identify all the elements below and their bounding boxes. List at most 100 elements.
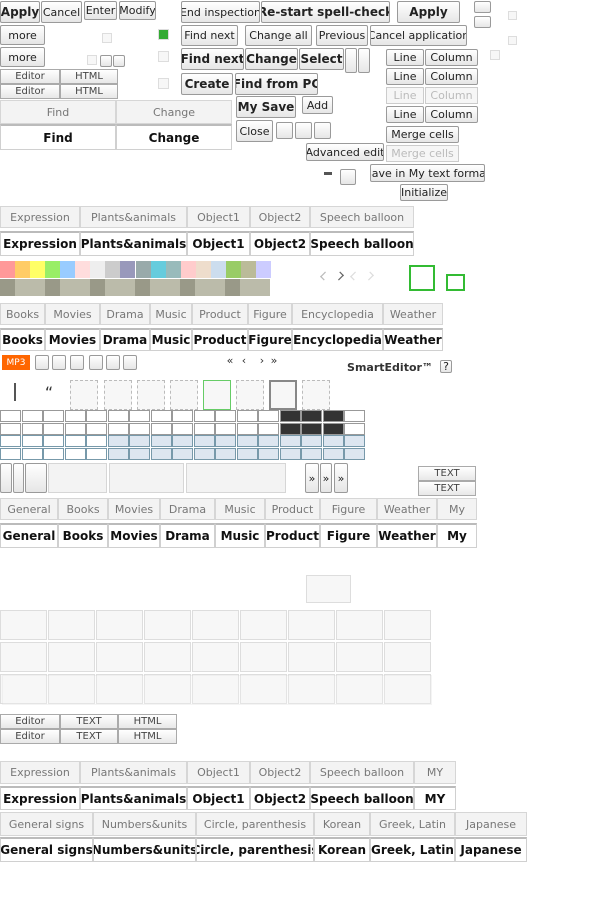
mode-tab[interactable]: HTML (118, 714, 177, 729)
tab[interactable]: Books (0, 303, 45, 325)
button[interactable]: Close (236, 120, 273, 142)
tab[interactable]: MY (414, 761, 456, 784)
pager[interactable]: ‹ (241, 353, 247, 367)
button[interactable]: Re-start spell-check (261, 1, 390, 23)
tab[interactable]: Books (58, 523, 108, 548)
tab[interactable]: General (0, 498, 58, 520)
button[interactable]: Change (245, 48, 298, 70)
tab[interactable]: Greek, Latin (370, 812, 455, 836)
more-button[interactable]: more (0, 25, 45, 45)
find-tab[interactable]: Find (0, 124, 116, 150)
tab[interactable]: Numbers&units (93, 812, 196, 836)
tab[interactable]: Expression (0, 206, 80, 228)
tab[interactable]: Weather (377, 498, 437, 520)
tab[interactable]: Speech balloon (310, 761, 414, 784)
help[interactable]: ? (440, 360, 452, 373)
tab[interactable]: Greek, Latin (370, 837, 455, 862)
table-button[interactable]: Line (386, 87, 424, 104)
button[interactable]: Modify (119, 1, 156, 20)
table-button[interactable]: Line (386, 49, 424, 66)
tab[interactable]: Speech balloon (310, 786, 414, 810)
button[interactable]: My Save (236, 96, 296, 118)
tab[interactable]: Movies (45, 303, 100, 325)
tab[interactable]: Plants&animals (80, 786, 187, 810)
text-button[interactable]: TEXT (418, 466, 476, 481)
tab[interactable]: Movies (108, 498, 160, 520)
mode-tab[interactable]: Editor (0, 729, 60, 744)
button[interactable]: Previous (316, 25, 368, 46)
mode-tab[interactable]: HTML (60, 69, 118, 84)
button[interactable]: Enter (84, 1, 117, 20)
tab[interactable]: Plants&animals (80, 231, 187, 256)
button[interactable]: Save in My text format (370, 164, 485, 182)
tab[interactable]: Figure (248, 303, 292, 325)
tab[interactable]: My (437, 498, 477, 520)
button[interactable]: Cancel application (370, 25, 467, 46)
more-arrow[interactable]: » (305, 463, 319, 493)
mode-tab[interactable]: Editor (0, 714, 60, 729)
table-button[interactable]: Line (386, 106, 424, 123)
pager[interactable]: › (259, 353, 265, 367)
tab[interactable]: Figure (248, 328, 292, 351)
tab[interactable]: Object2 (250, 231, 310, 256)
button[interactable]: Apply (0, 1, 40, 23)
button[interactable]: Find from PC (235, 73, 318, 95)
mode-tab[interactable]: TEXT (60, 729, 118, 744)
table-button[interactable]: Column (425, 106, 478, 123)
tab[interactable]: Circle, parenthesis (196, 812, 314, 836)
tab[interactable]: Object1 (187, 231, 250, 256)
tab[interactable]: Drama (160, 523, 215, 548)
mode-tab[interactable]: Editor (0, 84, 60, 99)
tab[interactable]: Music (150, 303, 192, 325)
pager[interactable]: » (270, 353, 278, 367)
tab[interactable]: Weather (383, 303, 443, 325)
tab[interactable]: Drama (100, 303, 150, 325)
tab[interactable]: Product (265, 523, 320, 548)
more-arrow[interactable]: » (320, 463, 332, 493)
tab[interactable]: Korean (314, 812, 370, 836)
tab[interactable]: Books (58, 498, 108, 520)
tab[interactable]: Expression (0, 761, 80, 784)
tab[interactable]: Weather (383, 328, 443, 351)
more-button[interactable]: more (0, 47, 45, 67)
table-button[interactable]: Column (425, 87, 478, 104)
tab[interactable]: Encyclopedia (292, 303, 383, 325)
button[interactable]: Change all (245, 25, 312, 46)
button[interactable]: Find next (181, 25, 238, 46)
tab[interactable]: Product (192, 328, 248, 351)
tab[interactable]: Expression (0, 231, 80, 256)
tab[interactable]: Product (192, 303, 248, 325)
tab[interactable]: Object1 (187, 206, 250, 228)
tab[interactable]: Drama (100, 328, 150, 351)
tab[interactable]: General signs (0, 812, 93, 836)
button[interactable]: Add (302, 96, 333, 114)
tab[interactable]: Korean (314, 837, 370, 862)
tab[interactable]: Movies (45, 328, 100, 351)
tab[interactable]: Weather (377, 523, 437, 548)
tab[interactable]: Movies (108, 523, 160, 548)
tab[interactable]: Object2 (250, 761, 310, 784)
text-button[interactable]: TEXT (418, 481, 476, 496)
tab[interactable]: Music (215, 498, 265, 520)
button[interactable]: Advanced edit (306, 143, 384, 161)
more-arrow[interactable]: » (334, 463, 348, 493)
find-tab[interactable]: Change (116, 124, 232, 150)
tab[interactable]: Music (150, 328, 192, 351)
mode-tab[interactable]: Editor (0, 69, 60, 84)
table-button[interactable]: Column (425, 49, 478, 66)
tab[interactable]: Circle, parenthesis (196, 837, 314, 862)
tab[interactable]: General signs (0, 837, 93, 862)
tab[interactable]: Speech balloon (310, 206, 414, 228)
tab[interactable]: Figure (320, 523, 377, 548)
tab[interactable]: Music (215, 523, 265, 548)
tab[interactable]: Drama (160, 498, 215, 520)
tab[interactable]: Plants&animals (80, 206, 187, 228)
mode-tab[interactable]: HTML (60, 84, 118, 99)
tab[interactable]: Japanese (455, 837, 527, 862)
mode-tab[interactable]: TEXT (60, 714, 118, 729)
button[interactable]: Find next (181, 48, 244, 70)
tab[interactable]: Figure (320, 498, 377, 520)
pager[interactable]: « (226, 353, 234, 367)
button[interactable]: End inspection (181, 1, 260, 23)
tab[interactable]: Books (0, 328, 45, 351)
